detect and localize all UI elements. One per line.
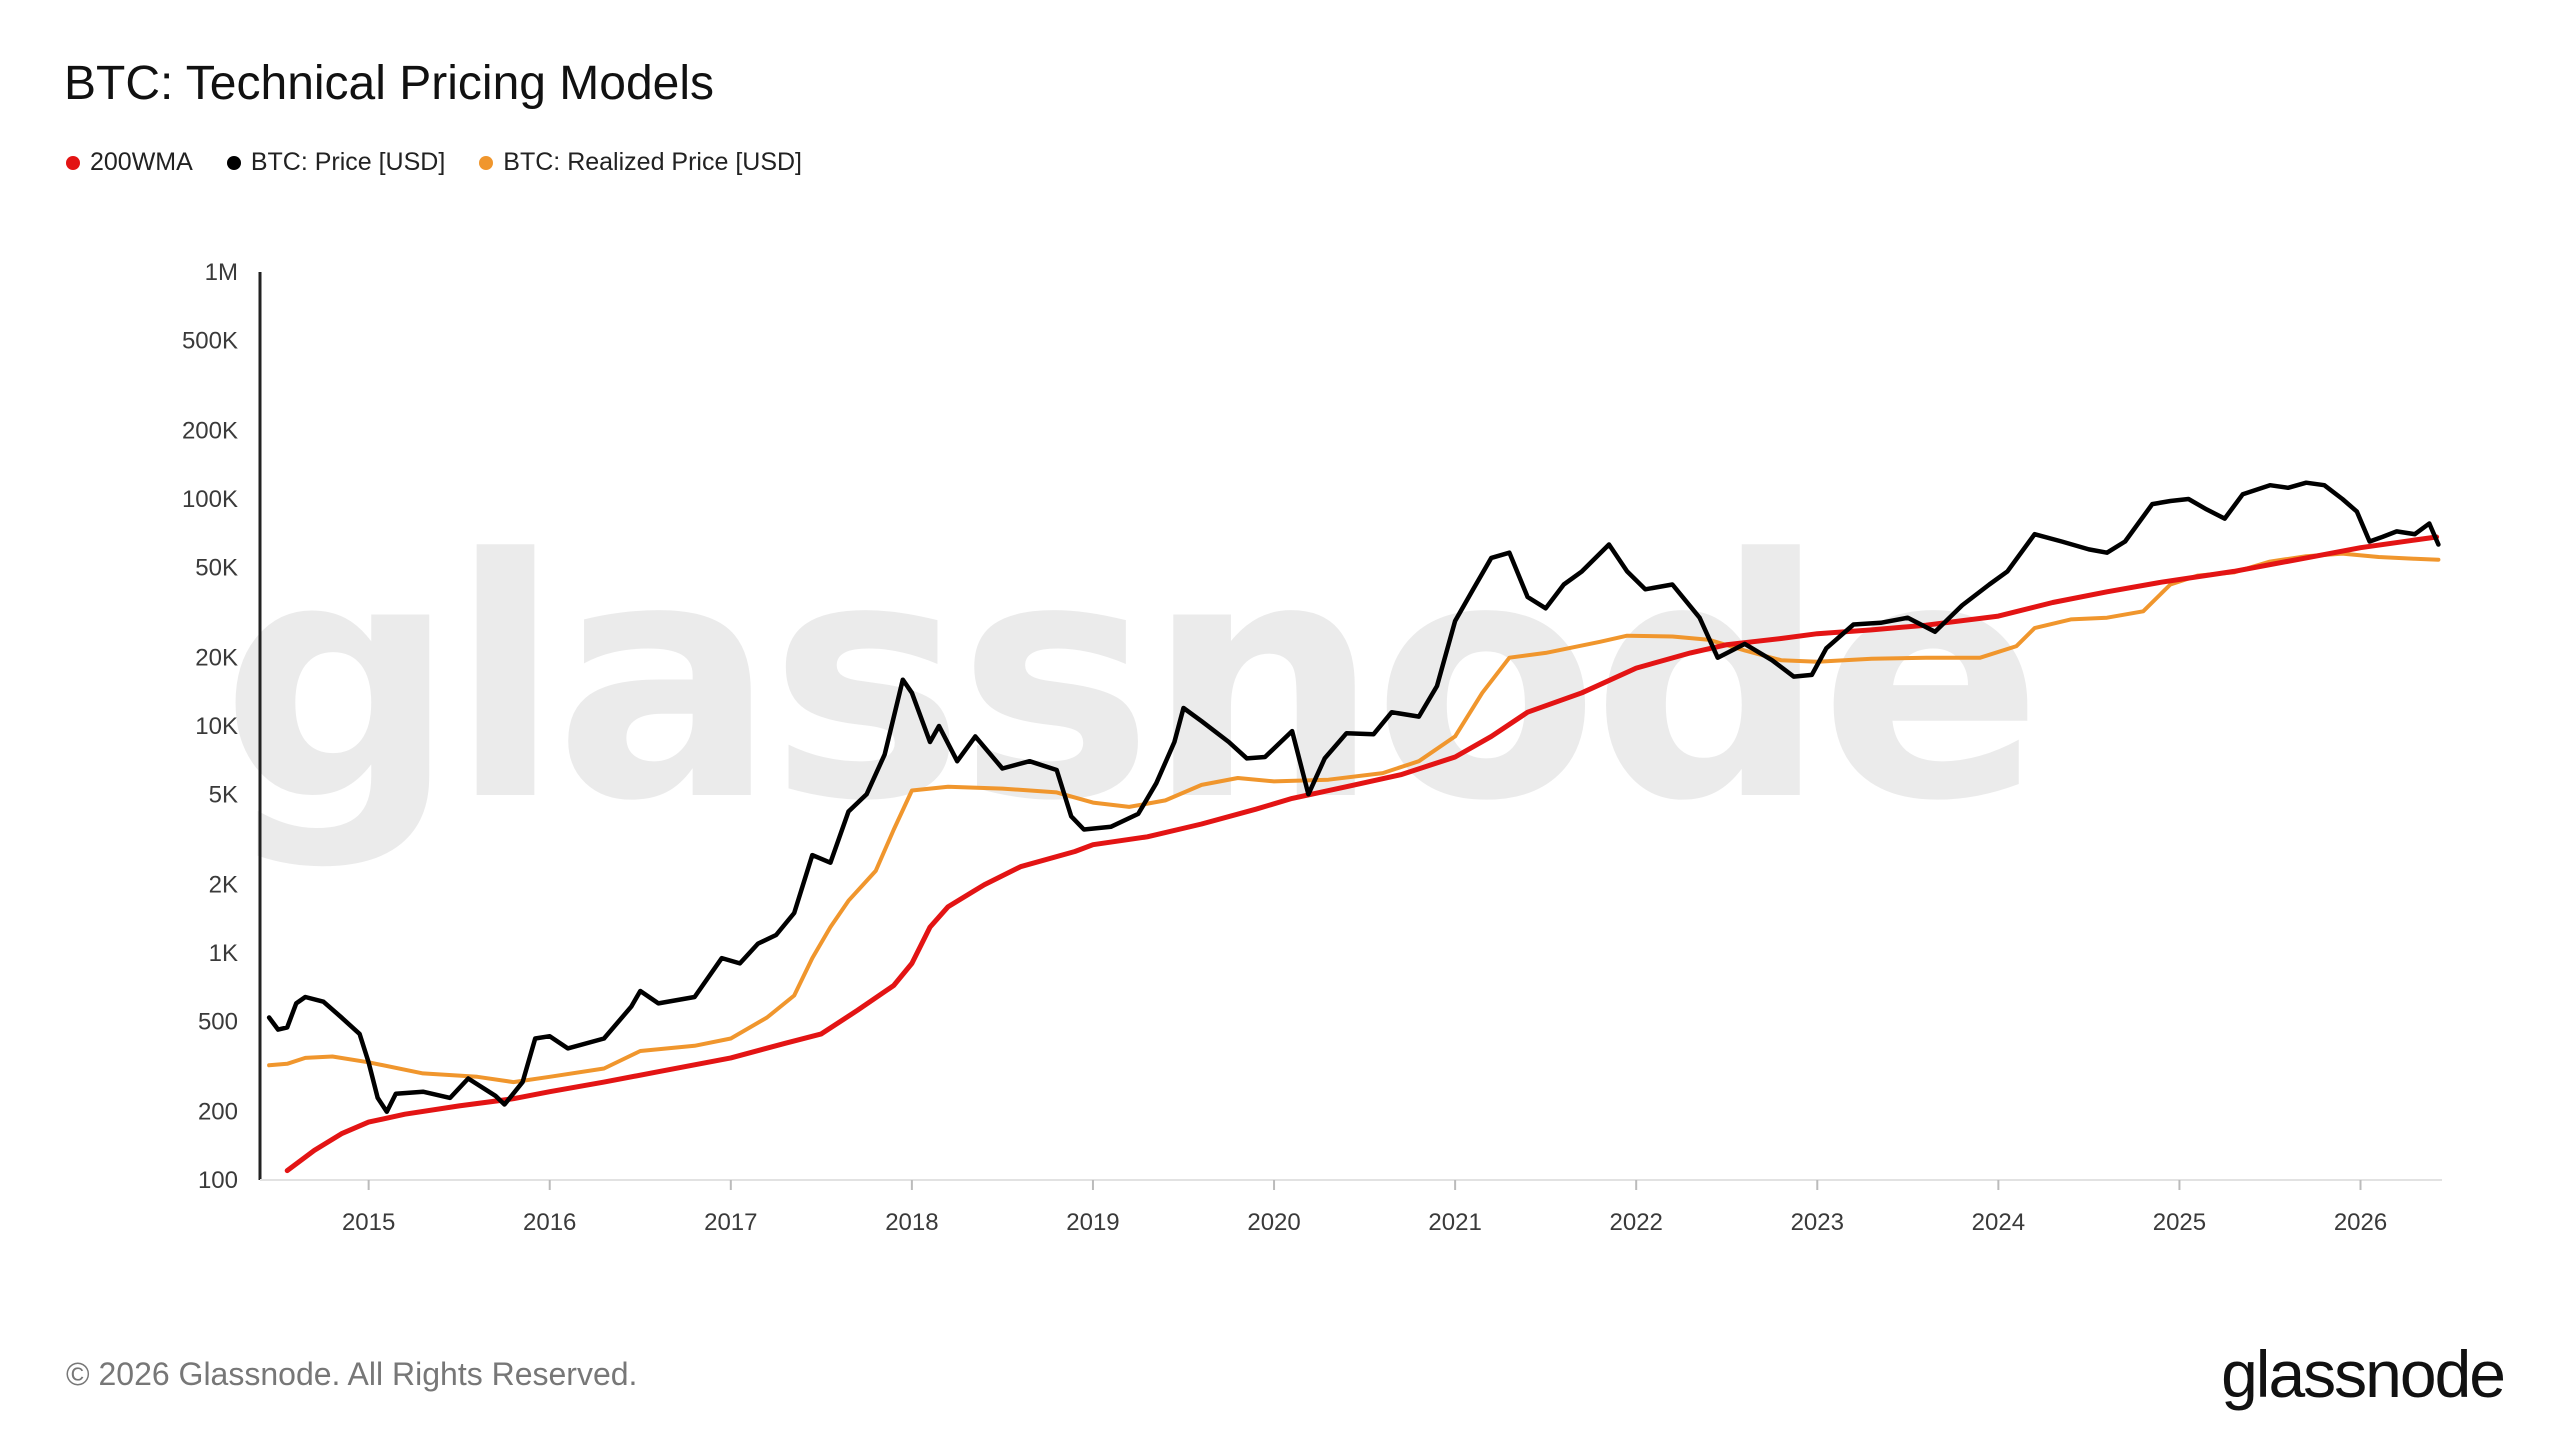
y-tick-label: 200	[198, 1099, 238, 1126]
x-tick-label: 2021	[1428, 1209, 1481, 1236]
y-tick-label: 500	[198, 1008, 238, 1035]
y-tick-label: 10K	[195, 713, 238, 740]
x-tick-label: 2025	[2153, 1209, 2206, 1236]
x-tick-label: 2023	[1791, 1209, 1844, 1236]
footer-copyright: © 2026 Glassnode. All Rights Reserved.	[66, 1356, 638, 1392]
y-tick-label: 20K	[195, 645, 238, 672]
x-tick-label: 2015	[342, 1209, 395, 1236]
series-realized-price-line[interactable]	[267, 551, 2441, 1085]
x-tick-label: 2018	[885, 1209, 938, 1236]
legend-label-price: BTC: Price [USD]	[250, 148, 446, 176]
y-tick-label: 1K	[209, 940, 238, 967]
y-tick-label: 500K	[182, 327, 238, 354]
x-tick-label: 2017	[704, 1209, 757, 1236]
y-tick-label: 200K	[182, 418, 238, 445]
series-price-line[interactable]	[266, 480, 2441, 1114]
legend-label-200wma: 200WMA	[90, 148, 193, 176]
legend-label-realized-price: BTC: Realized Price [USD]	[503, 148, 802, 176]
series-layer	[266, 480, 2441, 1174]
series-200wma-line[interactable]	[284, 534, 2440, 1174]
y-tick-label: 2K	[209, 872, 238, 899]
legend-dot-200wma	[66, 155, 80, 170]
x-axis-ticks: 2015 2016 2017 2018 2019 2020 2021 2022 2023 2024…	[342, 1180, 2387, 1236]
x-tick-label: 2019	[1066, 1209, 1119, 1236]
y-tick-label: 100K	[182, 486, 238, 513]
chart-title: BTC: Technical Pricing Models	[64, 57, 715, 110]
legend-item-price[interactable]: BTC: Price [USD]	[226, 148, 446, 177]
watermark-text: glassnode	[221, 489, 2036, 873]
y-tick-label: 5K	[209, 781, 238, 808]
legend-item-200wma[interactable]: 200WMA	[66, 148, 193, 177]
x-tick-label: 2026	[2334, 1209, 2387, 1236]
legend-dot-realized-price	[479, 155, 494, 170]
y-tick-label: 100	[198, 1167, 238, 1194]
y-tick-label: 50K	[195, 554, 238, 581]
legend-item-realized-price[interactable]: BTC: Realized Price [USD]	[479, 148, 802, 177]
x-tick-label: 2020	[1247, 1209, 1300, 1236]
y-axis-ticks: 1M 500K 200K 100K 50K 20K 10K 5K 2K 1K 500 200 100	[182, 259, 238, 1194]
glassnode-logo: glassnode	[2221, 1337, 2506, 1411]
y-tick-label: 1M	[205, 259, 238, 286]
x-tick-label: 2022	[1610, 1209, 1663, 1236]
x-tick-label: 2016	[523, 1209, 576, 1236]
chart-legend: 200WMA BTC: Price [USD] BTC: Realized Pr…	[66, 148, 802, 177]
legend-dot-price	[226, 155, 241, 170]
x-tick-label: 2024	[1972, 1209, 2025, 1236]
